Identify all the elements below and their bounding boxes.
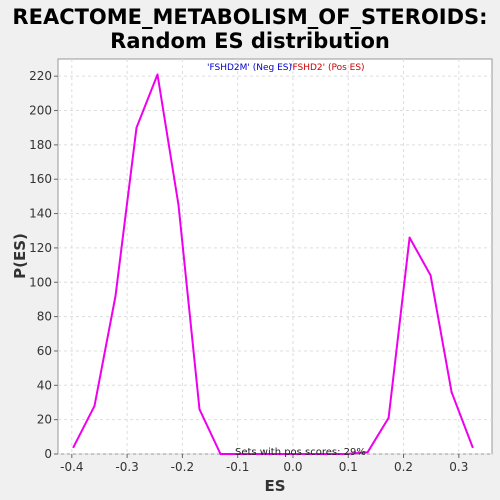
y-tick-label: 120 [29, 241, 52, 255]
x-tick-label: -0.3 [115, 460, 138, 474]
legend-neg: 'FSHD2M' (Neg ES) [207, 63, 292, 73]
y-axis-label: P(ES) [11, 233, 29, 279]
data-point [114, 295, 117, 297]
y-tick-label: 180 [29, 138, 52, 152]
y-tick-label: 0 [44, 447, 52, 461]
data-point [345, 453, 348, 455]
data-point [387, 416, 390, 419]
y-tick-label: 40 [37, 378, 52, 392]
data-point [219, 453, 222, 455]
plot-area [57, 58, 493, 455]
x-tick-label: -0.4 [60, 460, 83, 474]
y-tick-label: 160 [29, 172, 52, 186]
chart-subtitle: Random ES distribution [110, 29, 390, 53]
data-point [429, 274, 432, 277]
x-tick-label: 0.3 [449, 460, 468, 474]
y-tick-label: 80 [37, 310, 52, 324]
y-tick-label: 140 [29, 207, 52, 221]
legend-pos: 'FSHD2' (Pos ES) [290, 63, 365, 73]
data-point [93, 404, 96, 407]
pos-scores-annotation: Sets with pos scores: 29% [235, 447, 366, 458]
x-tick-label: 0.2 [394, 460, 413, 474]
x-tick-label: -0.2 [171, 460, 194, 474]
data-point [324, 453, 327, 455]
data-point [471, 446, 474, 449]
x-tick-label: 0.0 [283, 460, 302, 474]
es-distribution-line [72, 73, 474, 455]
data-point [366, 451, 369, 454]
y-tick-label: 220 [29, 69, 52, 83]
data-point [135, 126, 138, 129]
data-point [198, 408, 201, 411]
data-point [408, 236, 411, 239]
y-tick-label: 60 [37, 344, 52, 358]
x-tick-label: 0.1 [339, 460, 358, 474]
y-tick-label: 100 [29, 275, 52, 289]
data-point [261, 453, 264, 455]
y-tick-label: 200 [29, 104, 52, 118]
data-point [303, 453, 306, 455]
chart-title: REACTOME_METABOLISM_OF_STEROIDS: [12, 5, 488, 29]
y-tick-label: 20 [37, 413, 52, 427]
data-point [177, 203, 180, 206]
x-tick-label: -0.1 [226, 460, 249, 474]
data-point [72, 446, 75, 449]
data-point [240, 453, 243, 455]
data-point [282, 453, 285, 455]
data-point [156, 73, 159, 76]
data-point [450, 391, 453, 394]
x-axis-label: ES [264, 477, 285, 495]
